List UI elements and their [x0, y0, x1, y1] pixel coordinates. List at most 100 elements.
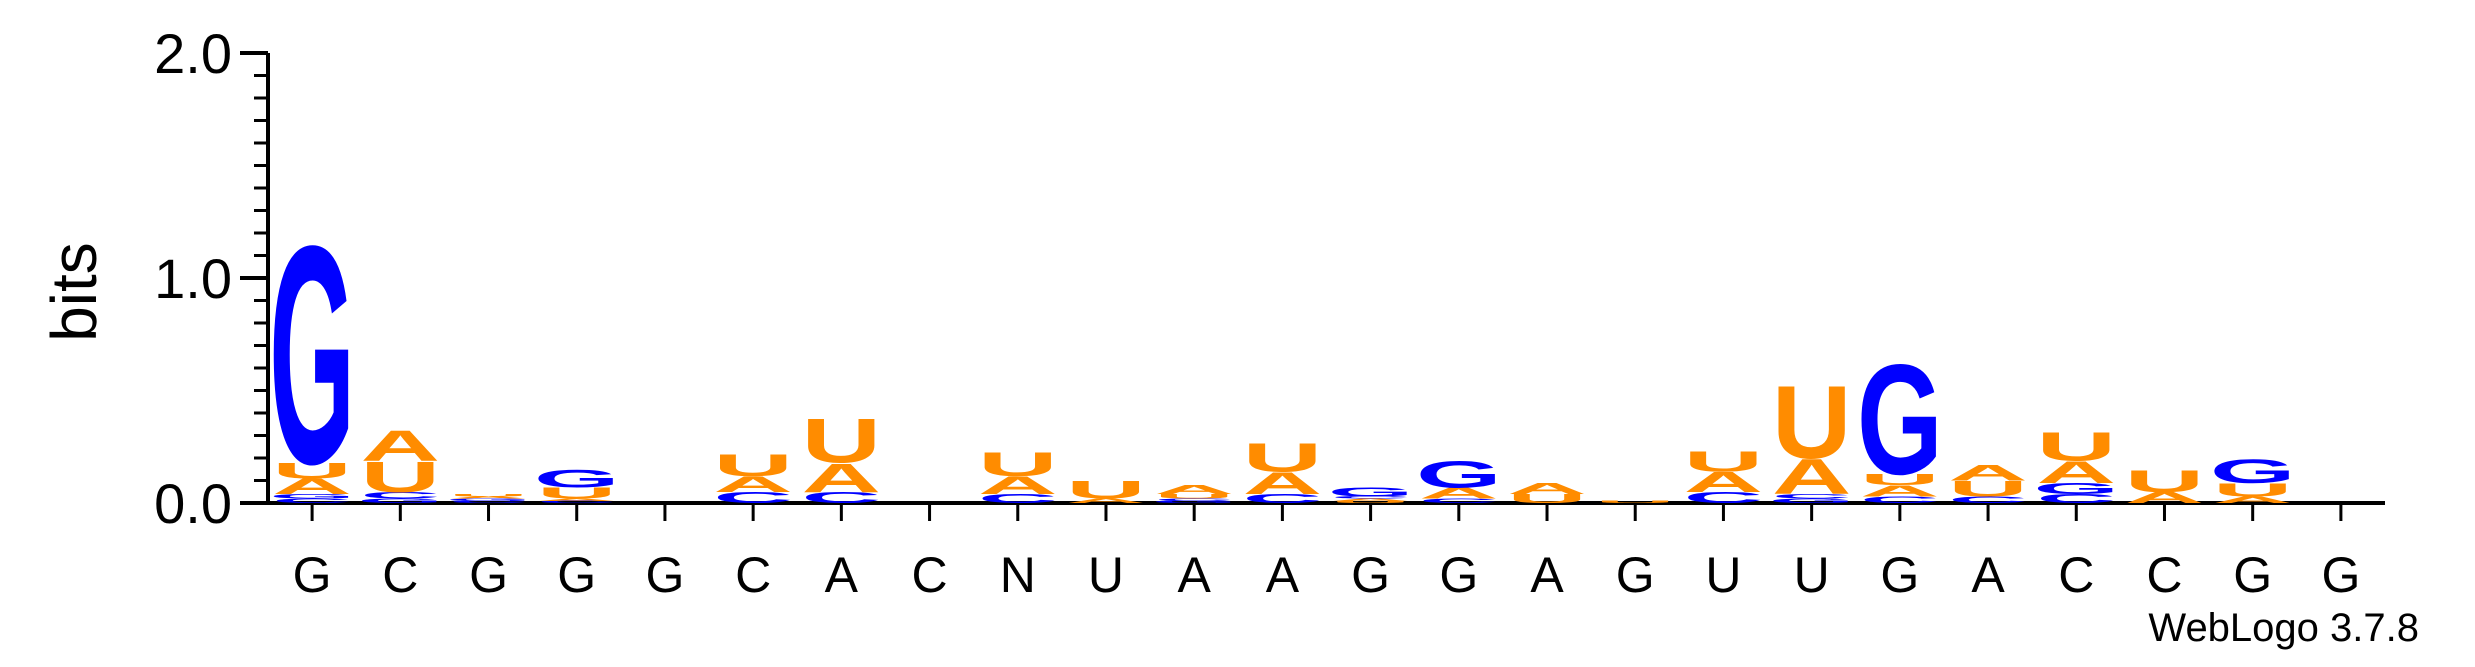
logo-letter-glyph: A — [1243, 466, 1323, 501]
logo-letter-glyph: G — [2210, 452, 2296, 490]
logo-letter-A: A — [1772, 449, 1852, 505]
logo-letter-C: C — [272, 497, 352, 504]
logo-letter-A: A — [537, 498, 617, 502]
logo-letter-A: A — [1684, 466, 1764, 498]
x-tick-label: G — [645, 547, 684, 603]
logo-letter-A: A — [1507, 480, 1587, 498]
x-tick-label: G — [469, 547, 508, 603]
logo-letter-glyph: U — [1507, 492, 1587, 506]
logo-letter-A: A — [2125, 489, 2205, 507]
logo-letter-U: U — [537, 484, 617, 502]
logo-letter-U: U — [1595, 500, 1675, 504]
y-axis-title: bits — [38, 242, 110, 342]
logo-letter-glyph: C — [713, 489, 793, 507]
logo-letter-G: G — [357, 497, 443, 504]
logo-letter-A: A — [1948, 461, 2028, 486]
logo-letter-A: A — [802, 455, 882, 501]
logo-letter-glyph: U — [1243, 435, 1323, 481]
logo-letter-glyph: A — [1860, 482, 1940, 500]
logo-letter-U: U — [713, 448, 793, 483]
logo-letter-glyph: C — [1948, 494, 2028, 505]
logo-letter-A: A — [1331, 498, 1411, 502]
logo-letter-U: U — [1243, 435, 1323, 481]
logo-letter-glyph: C — [1419, 497, 1499, 504]
logo-letter-glyph: U — [360, 452, 440, 501]
logo-letter-A: A — [1419, 484, 1499, 502]
logo-letter-glyph: C — [1684, 489, 1764, 507]
logo-letter-G: G — [446, 498, 532, 502]
logo-letter-C: C — [1154, 498, 1234, 502]
logo-letter-C: C — [713, 489, 793, 507]
logo-letter-U: U — [2125, 464, 2205, 499]
logo-letter-C: C — [1243, 492, 1323, 506]
x-tick-label: C — [735, 547, 771, 603]
y-tick-label: 2.0 — [154, 22, 232, 85]
logo-letter-glyph: G — [1857, 331, 1943, 507]
logo-letter-glyph: G — [446, 498, 532, 502]
logo-letter-glyph: C — [537, 500, 617, 504]
x-tick-label: G — [557, 547, 596, 603]
logo-letter-A: A — [1154, 483, 1234, 497]
x-tick-label: G — [1351, 547, 1390, 603]
logo-letter-U: U — [978, 445, 1058, 483]
logo-letter-A: A — [1243, 466, 1323, 501]
logo-letter-glyph: G — [2033, 480, 2119, 498]
logo-letter-glyph: A — [1772, 449, 1852, 505]
x-tick-label: A — [825, 547, 859, 603]
logo-letter-glyph: U — [537, 484, 617, 502]
logo-letter-C: C — [449, 500, 529, 504]
logo-letter-glyph: U — [272, 458, 352, 483]
logo-letter-glyph: A — [802, 455, 882, 501]
logo-letter-glyph: C — [1772, 493, 1852, 500]
logo-letter-G: G — [2033, 480, 2119, 498]
logo-letter-glyph: U — [1772, 364, 1852, 480]
logo-letter-C: C — [1860, 494, 1940, 505]
logo-letter-G: G — [534, 465, 620, 493]
logo-letter-glyph: A — [1948, 461, 2028, 486]
logo-letter-U: U — [360, 452, 440, 501]
logo-letter-C: C — [978, 492, 1058, 506]
logo-letter-U: U — [1948, 476, 2028, 501]
logo-letter-glyph: A — [1507, 480, 1587, 498]
logo-letter-glyph: U — [1595, 500, 1675, 504]
logo-letter-glyph: A — [2213, 494, 2293, 505]
logo-letter-U: U — [1331, 500, 1411, 504]
logo-letter-G: G — [269, 493, 355, 500]
logo-letter-U: U — [449, 493, 529, 497]
logo-letter-G: G — [1769, 497, 1855, 504]
x-tick-label: G — [1439, 547, 1478, 603]
logo-letter-glyph: C — [360, 490, 440, 501]
logo-letter-glyph: U — [713, 448, 793, 483]
logo-letter-glyph: G — [534, 465, 620, 493]
logo-letter-glyph: C — [449, 500, 529, 504]
logo-letter-glyph: A — [537, 498, 617, 502]
x-tick-label: A — [1971, 547, 2005, 603]
logo-letter-glyph: A — [2036, 455, 2116, 490]
logo-letter-glyph: A — [272, 474, 352, 499]
logo-letter-G: G — [2210, 452, 2296, 490]
x-tick-label: G — [1616, 547, 1655, 603]
logo-letter-G: G — [1151, 500, 1237, 504]
x-tick-label: A — [1530, 547, 1564, 603]
logo-letter-A: A — [360, 420, 440, 469]
logo-letter-glyph: U — [449, 493, 529, 497]
logo-letter-glyph: G — [1328, 485, 1414, 499]
logo-letter-glyph: U — [2036, 423, 2116, 469]
logo-letter-glyph: U — [978, 445, 1058, 483]
logo-letter-U: U — [802, 406, 882, 476]
x-tick-label: A — [1178, 547, 1212, 603]
x-tick-label: A — [1266, 547, 1300, 603]
logo-letter-glyph: C — [978, 492, 1058, 506]
logo-letter-C: C — [1684, 489, 1764, 507]
x-tick-label: C — [2146, 547, 2182, 603]
x-tick-label: G — [293, 547, 332, 603]
logo-letter-glyph: A — [1419, 484, 1499, 502]
x-tick-label: G — [2321, 547, 2360, 603]
logo-letter-glyph: C — [1243, 492, 1323, 506]
logo-letter-glyph: U — [2213, 479, 2293, 500]
logo-letter-glyph: C — [2036, 492, 2116, 506]
x-tick-label: G — [2233, 547, 2272, 603]
logo-letter-glyph: A — [1066, 497, 1146, 504]
logo-letter-glyph: C — [1331, 496, 1411, 500]
